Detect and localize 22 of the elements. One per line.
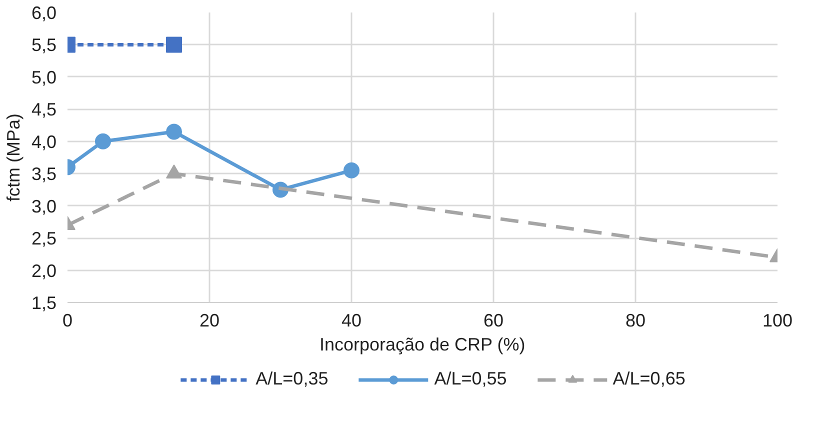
y-tick-label: 6,0: [31, 3, 57, 23]
y-axis-title: fctm (MPa): [3, 114, 24, 202]
y-tick-label: 2,0: [31, 260, 57, 281]
x-tick-label: 80: [625, 310, 646, 330]
y-tick-label: 2,5: [31, 228, 57, 249]
legend-label: A/L=0,55: [434, 368, 507, 390]
legend-label: A/L=0,65: [612, 368, 686, 390]
point: [344, 162, 360, 178]
legend-label: A/L=0,35: [256, 368, 328, 390]
x-tick-label: 60: [483, 310, 504, 330]
x-axis-title: Incorporação de CRP (%): [319, 334, 526, 354]
y-tick-label: 5,5: [31, 35, 57, 56]
y-tick-label: 1,5: [31, 293, 57, 313]
y-tick-label: 4,5: [31, 100, 57, 120]
x-tick-label: 40: [341, 310, 362, 330]
y-tick-label: 3,0: [31, 196, 57, 216]
x-tick-label: 20: [199, 310, 220, 330]
y-tick-label: 5,0: [31, 67, 57, 88]
y-tick-label: 3,5: [31, 164, 57, 184]
x-tick-label: 0: [62, 310, 73, 330]
y-tick-label: 4,0: [31, 132, 57, 152]
x-tick-label: 100: [762, 310, 793, 330]
